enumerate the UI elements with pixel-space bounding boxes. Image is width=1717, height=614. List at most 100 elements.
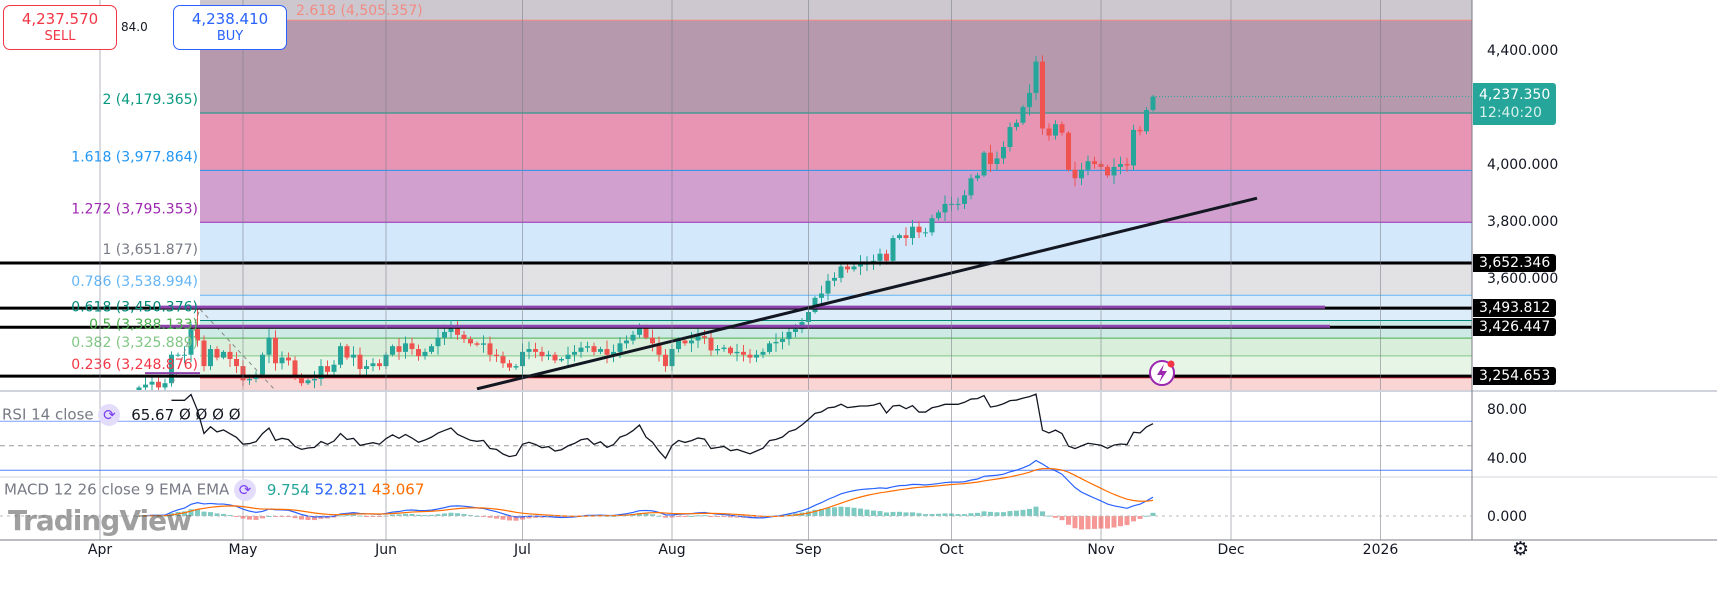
macd-histogram-bar — [1137, 516, 1143, 519]
candle-body — [1059, 124, 1065, 133]
sell-button[interactable]: 4,237.570 SELL — [3, 5, 117, 50]
macd-histogram-bar — [994, 512, 1000, 516]
macd-histogram-bar — [1105, 516, 1110, 529]
macd-legend[interactable]: MACD 12 26 close 9 EMA EMA ⟳ 9.754 52.82… — [4, 479, 424, 501]
fib-band-top — [200, 0, 1472, 21]
rsi-legend[interactable]: RSI 14 close ⟳ 65.67 Ø Ø Ø Ø — [2, 404, 241, 426]
candles — [136, 55, 1156, 390]
candle-body — [728, 347, 733, 354]
macd-histogram-bar — [520, 516, 525, 520]
fib-label: 1.618 (3,977.864) — [71, 149, 198, 165]
macd-histogram-bar — [929, 513, 935, 516]
candle-body — [936, 212, 941, 219]
macd-histogram-bar — [416, 514, 421, 516]
fib-anchor-line — [172, 309, 201, 384]
macd-histogram-bar — [494, 516, 499, 519]
candle-body — [1144, 109, 1149, 132]
refresh-icon[interactable]: ⟳ — [98, 404, 121, 426]
macd-histogram-bar — [890, 511, 896, 516]
candle-body — [344, 346, 350, 358]
candle-body — [494, 354, 499, 357]
candle-body — [773, 341, 779, 344]
macd-histogram-bar — [923, 514, 928, 516]
macd-histogram-bar — [708, 516, 714, 517]
macd-signal-line — [138, 467, 1154, 518]
lightning-icon — [1157, 364, 1167, 383]
macd-histogram-bar — [227, 515, 233, 517]
macd-histogram-bar — [247, 516, 252, 520]
time-axis-label: Apr — [88, 542, 112, 558]
macd-histogram-bar — [214, 513, 220, 516]
price-axis-tick: 3,800.000 — [1487, 214, 1558, 230]
macd-histogram-bar — [195, 509, 200, 516]
candle-body — [689, 340, 694, 344]
candle-body — [832, 277, 837, 281]
macd-histogram-bar — [312, 516, 317, 521]
macd-histogram-bar — [1059, 516, 1065, 521]
macd-histogram-bar — [221, 513, 226, 516]
candle-body — [572, 351, 577, 355]
time-axis-label: May — [229, 542, 258, 558]
macd-histogram-bar — [526, 516, 532, 519]
candle-body — [604, 349, 610, 355]
candle-body — [1085, 161, 1091, 170]
candle-body — [1072, 169, 1078, 179]
macd-histogram-bar — [864, 509, 870, 516]
macd-histogram-bar — [728, 516, 733, 518]
candle-body — [1014, 122, 1019, 128]
candle-body — [838, 266, 844, 278]
macd-histogram-bar — [1027, 508, 1032, 516]
macd-line-value: 52.821 — [314, 480, 368, 499]
candle-body — [845, 266, 850, 270]
candle-body — [650, 337, 655, 344]
candle-body — [565, 354, 571, 359]
fib-label: 0.5 (3,388.133) — [89, 317, 198, 333]
macd-histogram-bar — [1007, 511, 1013, 516]
price-axis-tick: 3,600.000 — [1487, 271, 1558, 287]
candle-body — [786, 331, 792, 340]
candle-body — [585, 346, 590, 348]
time-axis-label: Jul — [513, 542, 531, 558]
macd-histogram-bar — [734, 516, 740, 518]
macd-histogram-bar — [253, 516, 259, 520]
candle-body — [1092, 161, 1097, 165]
macd-histogram-bar — [884, 512, 889, 516]
macd-histogram-bar — [676, 516, 681, 517]
candle-body — [396, 346, 402, 352]
macd-histogram-bar — [461, 514, 467, 516]
candle-body — [234, 358, 239, 367]
macd-histogram-bar — [1124, 516, 1130, 526]
macd-histogram-bar — [689, 515, 694, 517]
macd-histogram-bar — [1053, 516, 1058, 518]
candle-body — [214, 349, 220, 358]
candle-body — [916, 226, 922, 233]
macd-histogram-bar — [318, 516, 324, 519]
candle-body — [513, 366, 519, 368]
macd-histogram-bar — [448, 512, 454, 516]
macd-histogram-bar — [786, 514, 792, 516]
refresh-icon[interactable]: ⟳ — [234, 479, 257, 501]
macd-histogram-bar — [643, 513, 649, 516]
candle-body — [1033, 61, 1039, 93]
rsi-axis-tick: 40.00 — [1487, 451, 1527, 467]
candle-body — [858, 263, 863, 267]
candle-body — [968, 178, 974, 196]
macd-histogram-bar — [981, 511, 987, 516]
macd-histogram-bar — [292, 516, 298, 519]
macd-histogram-bar — [455, 513, 460, 516]
macd-histogram-bar — [533, 516, 538, 518]
macd-histogram-bar — [903, 512, 909, 516]
rsi-extra: Ø — [228, 405, 241, 424]
candle-body — [851, 266, 857, 270]
candle-body — [819, 293, 824, 298]
macd-histogram-bar — [1092, 516, 1097, 529]
candle-body — [715, 349, 720, 351]
candle-body — [409, 343, 415, 350]
settings-gear-icon[interactable]: ⚙ — [1512, 538, 1530, 560]
sell-label: SELL — [44, 29, 76, 44]
rsi-extra: Ø — [195, 405, 208, 424]
candle-body — [591, 346, 597, 352]
candle-body — [884, 253, 889, 261]
buy-button[interactable]: 4,238.410 BUY — [173, 5, 287, 50]
